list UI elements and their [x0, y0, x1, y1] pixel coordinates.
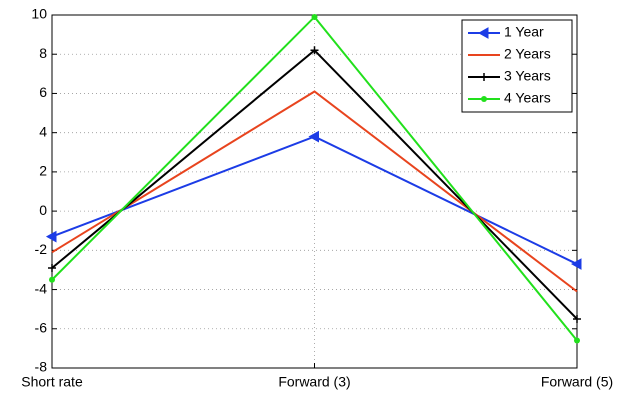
marker: [45, 230, 57, 243]
x-tick-label: Short rate: [21, 374, 83, 390]
y-tick-label: -4: [35, 280, 48, 296]
legend-marker: [480, 73, 488, 81]
marker: [573, 314, 581, 323]
legend-label: 3 Years: [504, 68, 551, 84]
y-tick-label: 6: [39, 84, 47, 100]
y-tick-label: -2: [35, 241, 48, 257]
marker: [48, 263, 56, 272]
y-tick-label: -8: [35, 359, 48, 375]
marker: [49, 276, 55, 283]
legend-label: 1 Year: [504, 24, 544, 40]
marker: [308, 130, 319, 143]
legend-marker: [481, 96, 487, 102]
series-line: [51, 90, 578, 293]
marker: [574, 337, 580, 344]
marker: [310, 46, 319, 55]
marker: [311, 13, 318, 20]
y-tick-label: 0: [39, 202, 47, 218]
y-tick-label: 2: [39, 163, 47, 179]
x-tick-label: Forward (5): [541, 374, 613, 390]
legend-marker: [477, 27, 489, 39]
legend-label: 2 Years: [504, 46, 551, 62]
legend: 1 Year 2 Years 3 Years 4 Years: [461, 19, 573, 113]
y-tick-label: -6: [35, 319, 48, 335]
y-tick-label: 10: [31, 6, 47, 22]
y-tick-label: 4: [39, 123, 47, 139]
marker: [570, 258, 582, 270]
legend-label: 4 Years: [504, 90, 551, 106]
legend-box: [461, 19, 573, 113]
x-tick-label: Forward (3): [278, 374, 350, 390]
y-tick-label: 8: [39, 45, 47, 61]
